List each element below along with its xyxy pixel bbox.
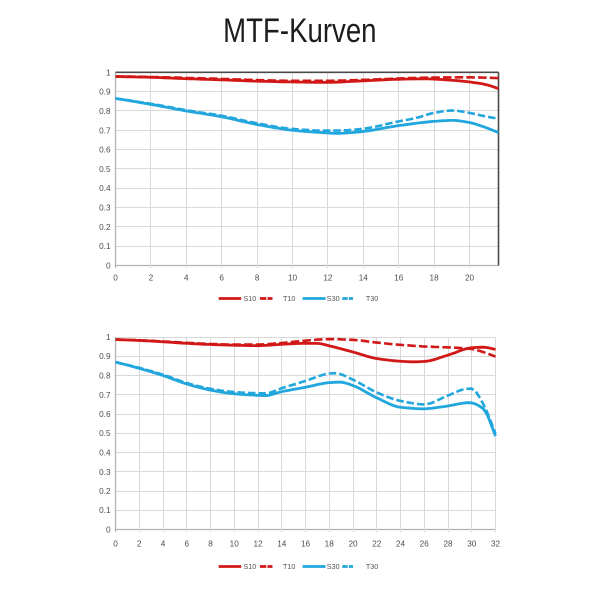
svg-text:0.3: 0.3 [99,204,111,213]
svg-text:T10: T10 [283,562,295,571]
svg-text:0.8: 0.8 [99,107,111,116]
svg-text:0.5: 0.5 [99,429,111,438]
svg-text:28: 28 [443,540,453,549]
svg-text:0.9: 0.9 [99,352,111,361]
svg-text:T30: T30 [366,294,378,303]
svg-text:12: 12 [323,274,333,283]
svg-text:22: 22 [372,540,382,549]
svg-text:0: 0 [113,540,118,549]
svg-text:0.7: 0.7 [99,391,111,400]
svg-text:6: 6 [185,540,190,549]
svg-text:18: 18 [325,540,335,549]
svg-text:18: 18 [430,274,440,283]
svg-text:0.5: 0.5 [99,165,111,174]
svg-text:4: 4 [184,274,189,283]
svg-text:0.6: 0.6 [99,146,111,155]
svg-text:30: 30 [467,540,477,549]
svg-text:0: 0 [106,526,111,535]
svg-text:14: 14 [359,274,369,283]
svg-text:8: 8 [208,540,213,549]
svg-text:1: 1 [106,68,111,77]
svg-text:0.2: 0.2 [99,487,111,496]
svg-text:S30: S30 [327,294,340,303]
svg-text:6: 6 [219,274,224,283]
svg-text:20: 20 [465,274,475,283]
svg-text:0.4: 0.4 [99,449,111,458]
svg-text:0.6: 0.6 [99,410,111,419]
svg-text:0.2: 0.2 [99,223,111,232]
svg-text:0: 0 [113,274,118,283]
svg-text:2: 2 [149,274,154,283]
svg-text:0: 0 [106,262,111,271]
svg-text:T10: T10 [283,294,295,303]
svg-text:0.9: 0.9 [99,88,111,97]
svg-text:0.7: 0.7 [99,126,111,135]
svg-text:0.4: 0.4 [99,184,111,193]
svg-text:2: 2 [137,540,142,549]
svg-text:12: 12 [253,540,263,549]
svg-text:S10: S10 [244,562,257,571]
svg-text:0.1: 0.1 [99,506,111,515]
svg-text:4: 4 [161,540,166,549]
svg-text:16: 16 [394,274,404,283]
svg-text:10: 10 [230,540,240,549]
svg-text:32: 32 [491,540,501,549]
svg-text:1: 1 [106,333,111,342]
svg-text:8: 8 [255,274,260,283]
svg-text:T30: T30 [366,562,378,571]
svg-text:0.1: 0.1 [99,242,111,251]
svg-text:10: 10 [288,274,298,283]
svg-text:20: 20 [348,540,358,549]
svg-text:26: 26 [420,540,430,549]
svg-text:24: 24 [396,540,406,549]
svg-text:16: 16 [301,540,311,549]
svg-text:S30: S30 [327,562,340,571]
svg-text:0.3: 0.3 [99,468,111,477]
svg-text:0.8: 0.8 [99,372,111,381]
svg-text:14: 14 [277,540,287,549]
svg-text:S10: S10 [244,294,257,303]
